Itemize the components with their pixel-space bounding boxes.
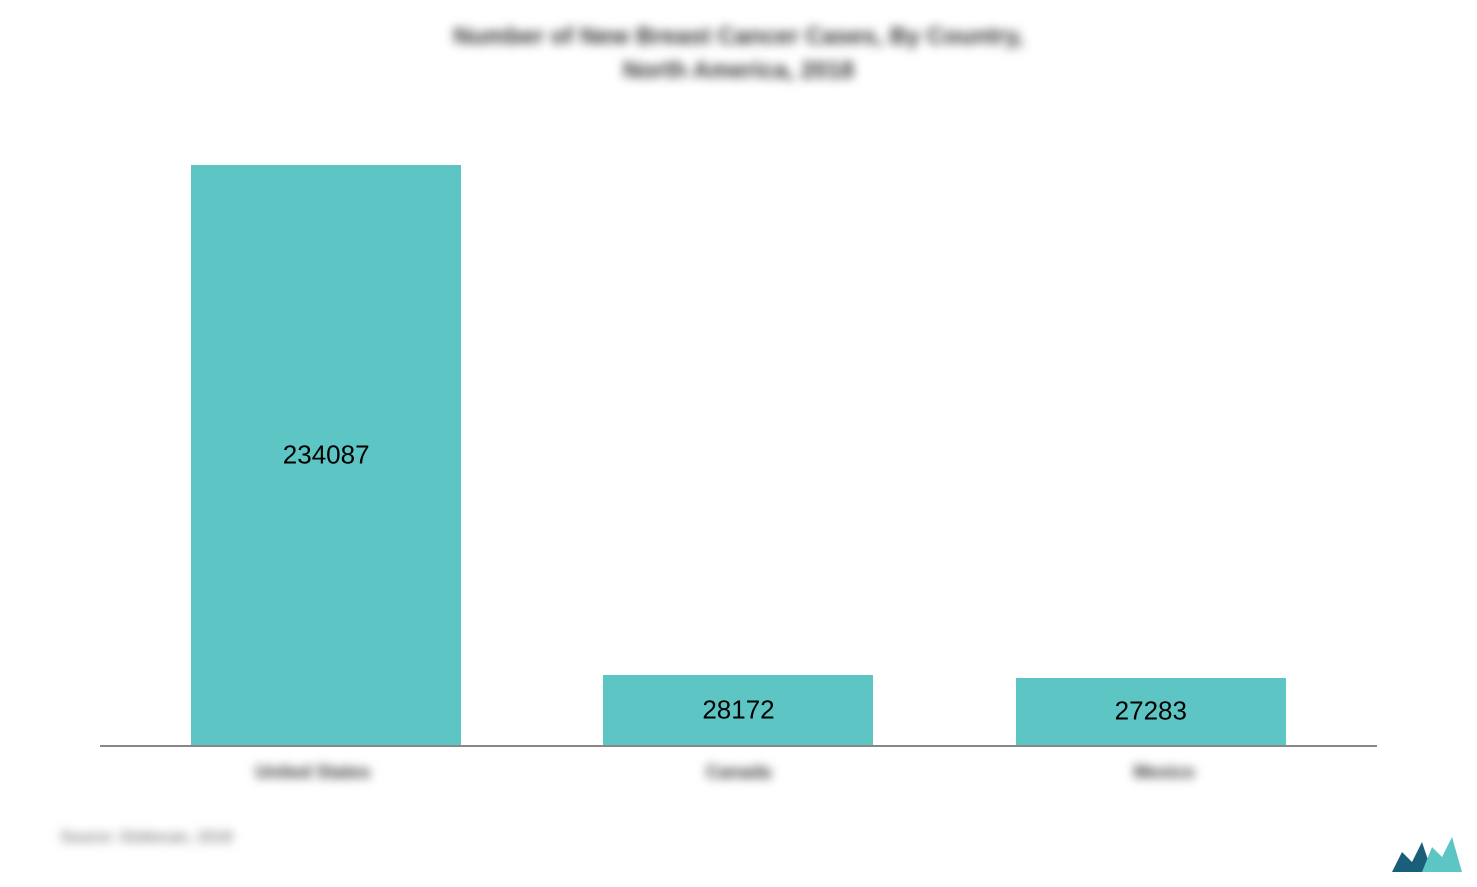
bar-value-1: 28172 — [702, 695, 774, 726]
bar-value-0: 234087 — [283, 439, 370, 470]
category-labels: United States Canada Mexico — [60, 762, 1417, 783]
bar-wrapper-0: 234087 — [122, 127, 530, 745]
bar-value-2: 27283 — [1115, 696, 1187, 727]
bars-container: 234087 28172 27283 — [100, 127, 1377, 745]
bar-wrapper-2: 27283 — [947, 127, 1355, 745]
bar-1: 28172 — [603, 675, 873, 745]
logo-icon — [1387, 827, 1467, 877]
bar-0: 234087 — [191, 165, 461, 746]
bar-wrapper-1: 28172 — [534, 127, 942, 745]
bar-2: 27283 — [1016, 678, 1286, 746]
chart-title-line1: Number of New Breast Cancer Cases, By Co… — [60, 20, 1417, 54]
category-label-2: Mexico — [953, 762, 1374, 783]
category-label-0: United States — [102, 762, 523, 783]
source-text: Source: Globocan, 2018 — [60, 829, 233, 847]
category-label-1: Canada — [528, 762, 949, 783]
chart-title-line2: North America, 2018 — [60, 54, 1417, 88]
chart-plot-area: 234087 28172 27283 — [100, 127, 1377, 747]
chart-title: Number of New Breast Cancer Cases, By Co… — [60, 20, 1417, 87]
